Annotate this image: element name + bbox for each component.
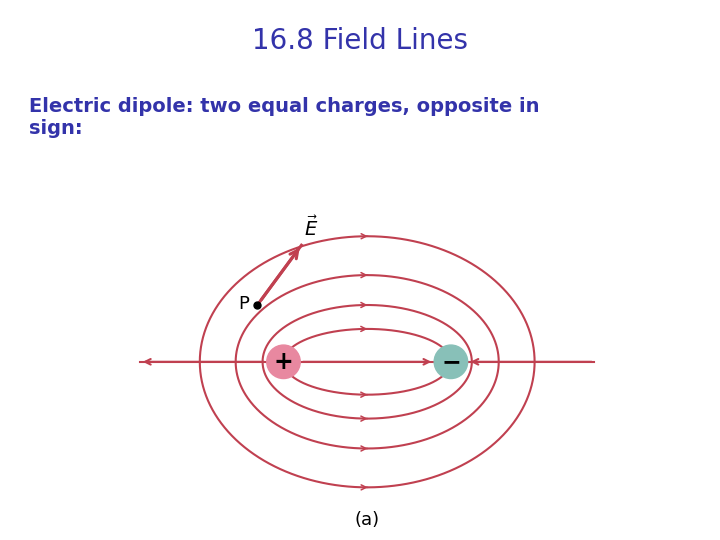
Text: Electric dipole: two equal charges, opposite in
sign:: Electric dipole: two equal charges, oppo… xyxy=(29,97,539,138)
Text: (a): (a) xyxy=(355,511,379,529)
Text: +: + xyxy=(274,350,293,374)
Text: P: P xyxy=(238,295,249,313)
Text: −: − xyxy=(441,350,461,374)
Circle shape xyxy=(434,345,468,379)
Text: $\vec{E}$: $\vec{E}$ xyxy=(305,216,319,240)
Text: 16.8 Field Lines: 16.8 Field Lines xyxy=(252,27,468,55)
Circle shape xyxy=(266,345,300,379)
